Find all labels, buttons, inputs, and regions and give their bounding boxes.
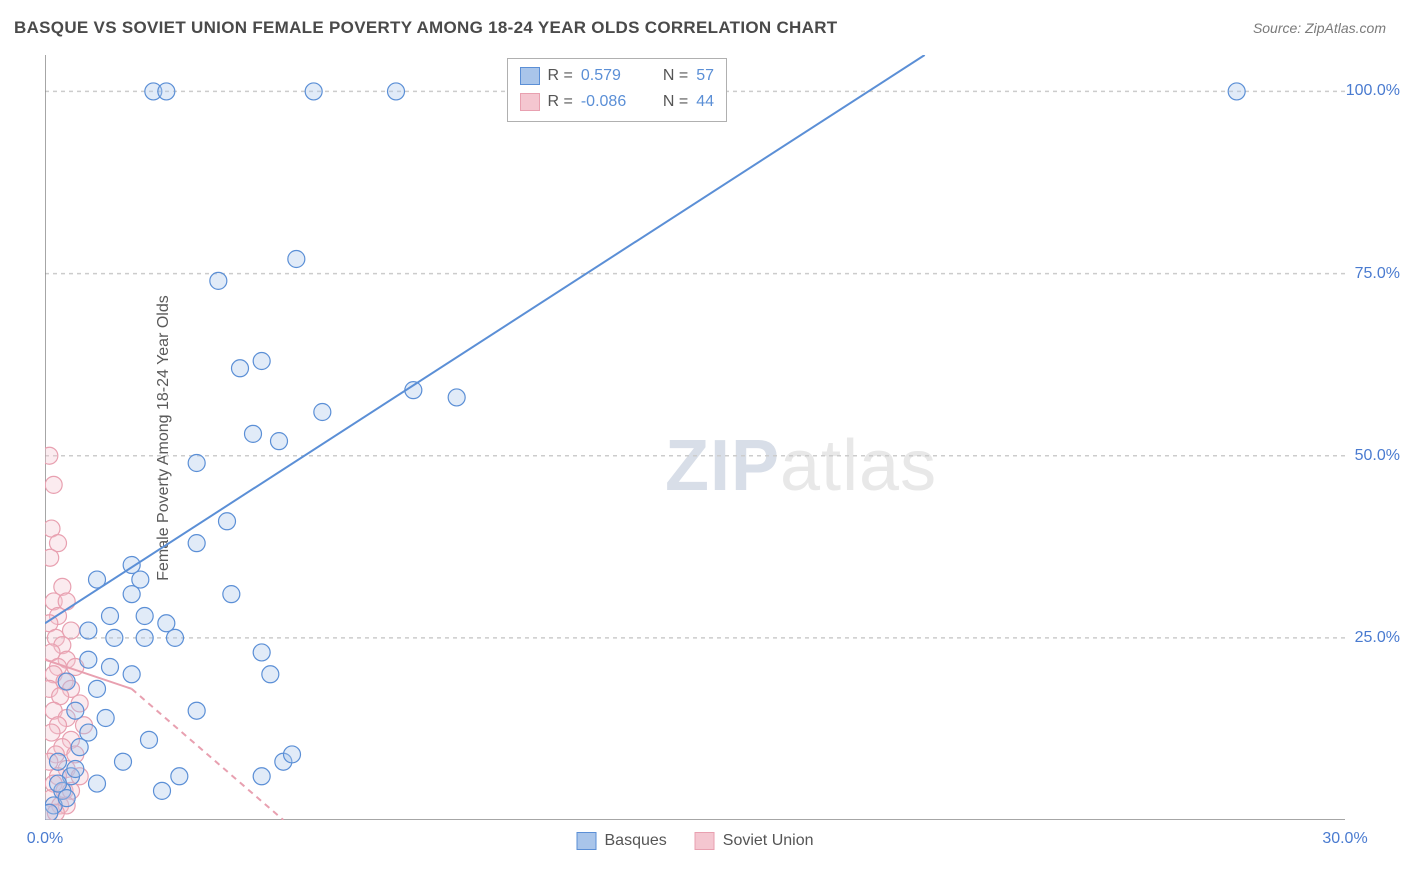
stat-n-label: N = (663, 67, 688, 85)
legend-item-soviet: Soviet Union (695, 832, 814, 850)
stat-r-label: R = (548, 93, 573, 111)
legend-item-basques: Basques (577, 832, 667, 850)
y-tick-label: 25.0% (1355, 629, 1400, 647)
source-attribution: Source: ZipAtlas.com (1253, 20, 1386, 36)
soviet-n-value: 44 (696, 93, 714, 111)
soviet-swatch (695, 832, 715, 850)
basques-swatch (520, 67, 540, 85)
y-tick-label: 50.0% (1355, 447, 1400, 465)
stat-r-label: R = (548, 67, 573, 85)
basques-r-value: 0.579 (581, 67, 637, 85)
legend-label-basques: Basques (605, 832, 667, 850)
scatter-plot (45, 55, 1345, 820)
chart-title: BASQUE VS SOVIET UNION FEMALE POVERTY AM… (14, 18, 837, 38)
stat-n-label: N = (663, 93, 688, 111)
x-tick-label: 0.0% (27, 830, 63, 848)
x-tick-label: 30.0% (1322, 830, 1367, 848)
y-tick-label: 100.0% (1346, 82, 1400, 100)
soviet-r-value: -0.086 (581, 93, 637, 111)
legend-label-soviet: Soviet Union (723, 832, 814, 850)
stats-row-basques: R = 0.579 N = 57 (520, 63, 714, 89)
y-tick-label: 75.0% (1355, 265, 1400, 283)
basques-n-value: 57 (696, 67, 714, 85)
basques-swatch (577, 832, 597, 850)
chart-area: Female Poverty Among 18-24 Year Olds ZIP… (45, 55, 1345, 820)
stats-row-soviet: R = -0.086 N = 44 (520, 89, 714, 115)
bottom-legend: Basques Soviet Union (577, 832, 814, 850)
correlation-stats-box: R = 0.579 N = 57 R = -0.086 N = 44 (507, 58, 727, 122)
soviet-swatch (520, 93, 540, 111)
